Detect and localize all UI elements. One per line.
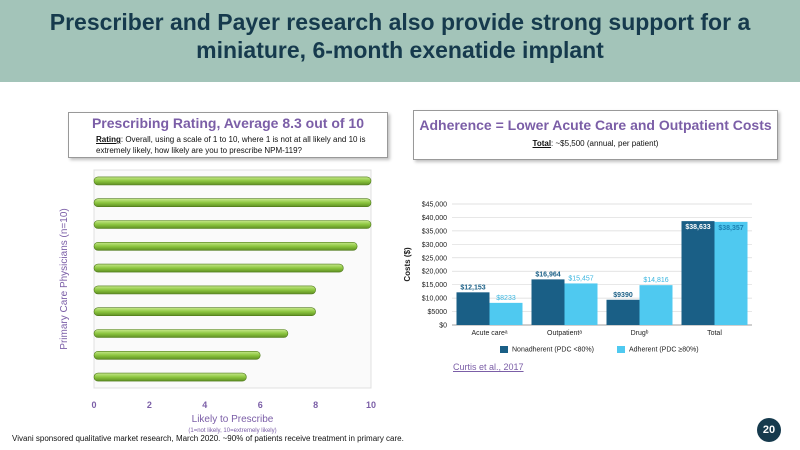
data-label: $8233 bbox=[496, 295, 516, 302]
x-tick-label: Drugᵇ bbox=[631, 330, 649, 337]
rating-bar bbox=[93, 307, 316, 317]
legend-label-adherent: Adherent (PDC ≥80%) bbox=[629, 346, 699, 354]
adherence-total-text: : ~$5,500 (annual, per patient) bbox=[551, 139, 659, 148]
footer-note: Vivani sponsored qualitative market rese… bbox=[12, 434, 404, 443]
rating-bar bbox=[93, 242, 358, 251]
rating-bar bbox=[93, 176, 372, 186]
page-number-badge: 20 bbox=[757, 418, 781, 442]
x-tick-label: 8 bbox=[313, 400, 318, 410]
rating-bar bbox=[93, 350, 261, 360]
prescribing-rating-title: Prescribing Rating, Average 8.3 out of 1… bbox=[91, 115, 365, 131]
rating-question: Rating: Overall, using a scale of 1 to 1… bbox=[96, 134, 376, 156]
legend-item-nonadherent: Nonadherent (PDC <80%) bbox=[500, 346, 594, 353]
y-tick-label: $40,000 bbox=[422, 215, 447, 222]
x-axis-title: Likely to Prescribe bbox=[192, 414, 274, 425]
data-label: $16,964 bbox=[535, 271, 560, 278]
adherence-total: Total: ~$5,500 (annual, per patient) bbox=[414, 139, 777, 148]
y-tick-label: $45,000 bbox=[422, 202, 447, 209]
rating-question-label: Rating bbox=[96, 135, 121, 144]
header-banner: Prescriber and Payer research also provi… bbox=[0, 0, 800, 82]
adherence-box: Adherence = Lower Acute Care and Outpati… bbox=[413, 110, 778, 160]
prescribing-rating-chart: 0 2 4 6 8 10 Likely to Prescribe (1=not likely,… bbox=[59, 169, 376, 434]
x-tick-label: 0 bbox=[91, 400, 96, 410]
cost-bar bbox=[531, 279, 565, 325]
rating-question-text: : Overall, using a scale of 1 to 10, whe… bbox=[96, 135, 366, 155]
x-tick-label: 2 bbox=[147, 400, 152, 410]
cost-bar bbox=[714, 221, 748, 325]
legend-item-adherent: Adherent (PDC ≥80%) bbox=[617, 346, 699, 353]
data-label: $38,633 bbox=[685, 224, 710, 231]
cost-bar bbox=[639, 285, 673, 325]
legend-swatch-nonadherent bbox=[500, 346, 508, 353]
cost-bar bbox=[489, 302, 523, 325]
y-axis-title: Primary Care Physicians (n=10) bbox=[59, 208, 70, 349]
y-tick-label: $5000 bbox=[428, 309, 448, 316]
legend-label-nonadherent: Nonadherent (PDC <80%) bbox=[512, 346, 594, 354]
cost-bar bbox=[681, 221, 715, 325]
cost-bar bbox=[564, 283, 598, 325]
adherence-total-label: Total bbox=[532, 139, 552, 148]
data-label: $9390 bbox=[613, 292, 633, 299]
x-tick-label: 10 bbox=[366, 400, 376, 410]
y-tick-label: $15,000 bbox=[422, 282, 447, 289]
data-label: $14,816 bbox=[643, 277, 668, 284]
cost-bar bbox=[456, 292, 490, 325]
x-axis-subtitle: (1=not likely, 10=extremely likely) bbox=[188, 428, 276, 434]
y-tick-label: $25,000 bbox=[422, 255, 447, 262]
cost-bar bbox=[606, 299, 640, 325]
page-title: Prescriber and Payer research also provi… bbox=[49, 9, 751, 63]
x-tick-label: Outpatientᵃ bbox=[547, 330, 582, 337]
legend-swatch-adherent bbox=[617, 346, 625, 353]
x-tick-label: 6 bbox=[258, 400, 263, 410]
y-axis-title: Costs ($) bbox=[403, 247, 412, 282]
rating-bar bbox=[93, 220, 372, 229]
citation-link[interactable]: Curtis et al., 2017 bbox=[453, 362, 524, 372]
adherence-title: Adherence = Lower Acute Care and Outpati… bbox=[419, 117, 772, 133]
adherence-cost-chart: $0 $5000 $10,000 $15,000 $20,000 $25,000 $30,0… bbox=[403, 202, 752, 337]
x-tick-label: Acute careᵃ bbox=[471, 330, 507, 337]
rating-bar bbox=[93, 372, 247, 382]
data-label: $12,153 bbox=[460, 284, 485, 291]
rating-bar bbox=[93, 285, 316, 295]
x-tick-label: Total bbox=[707, 330, 722, 337]
y-tick-label: $0 bbox=[439, 323, 447, 330]
prescribing-rating-box: Prescribing Rating, Average 8.3 out of 1… bbox=[68, 112, 388, 158]
rating-bar bbox=[93, 329, 289, 338]
y-tick-label: $30,000 bbox=[422, 242, 447, 249]
y-tick-label: $10,000 bbox=[422, 296, 447, 303]
data-label: $38,357 bbox=[718, 225, 743, 232]
y-tick-label: $35,000 bbox=[422, 228, 447, 235]
rating-bar bbox=[93, 263, 344, 273]
y-tick-label: $20,000 bbox=[422, 269, 447, 276]
data-label: $15,457 bbox=[568, 275, 593, 282]
x-tick-label: 4 bbox=[202, 400, 207, 410]
data-label-bg bbox=[683, 222, 713, 232]
rating-bar bbox=[93, 198, 372, 207]
